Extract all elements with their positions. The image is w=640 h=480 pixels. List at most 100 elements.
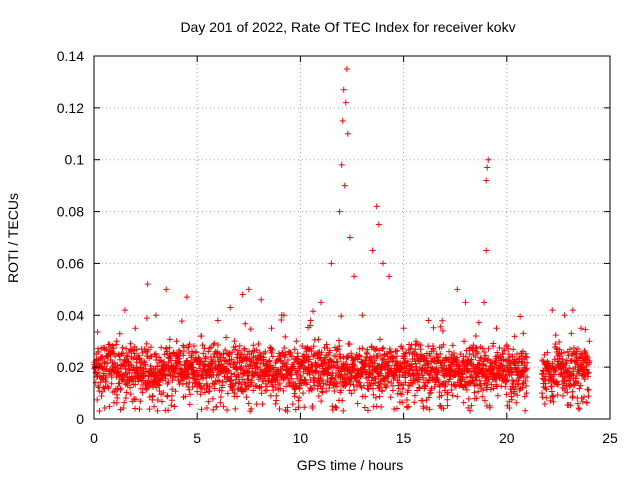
y-tick-label: 0.08 — [57, 204, 84, 220]
data-point — [356, 379, 363, 386]
data-point — [538, 390, 545, 397]
data-point — [236, 342, 243, 349]
data-point — [289, 401, 296, 408]
data-point — [245, 286, 252, 293]
data-point — [119, 350, 126, 357]
data-point — [371, 360, 378, 367]
data-point — [404, 404, 411, 411]
data-point — [198, 371, 205, 378]
data-point — [149, 392, 156, 399]
data-point — [310, 343, 317, 350]
data-point — [407, 345, 414, 352]
grid-lines — [94, 56, 610, 419]
data-point — [519, 380, 526, 387]
data-point — [556, 339, 563, 346]
data-point — [351, 387, 358, 394]
data-point — [436, 389, 443, 396]
data-point — [337, 387, 344, 394]
data-point — [265, 371, 272, 378]
data-point — [267, 392, 274, 399]
data-point — [163, 286, 170, 293]
data-point — [146, 394, 153, 401]
data-point — [248, 379, 255, 386]
data-point — [356, 352, 363, 359]
data-point — [140, 365, 147, 372]
data-point — [484, 380, 491, 387]
data-point — [412, 360, 419, 367]
data-point — [143, 340, 150, 347]
data-point — [406, 341, 413, 348]
data-point — [561, 312, 568, 319]
data-point — [191, 342, 198, 349]
data-point — [136, 355, 143, 362]
data-point — [146, 406, 153, 413]
data-point — [544, 349, 551, 356]
data-point — [286, 380, 293, 387]
data-point — [583, 399, 590, 406]
data-point — [261, 375, 268, 382]
x-tick-label: 5 — [193, 430, 201, 446]
data-point — [487, 386, 494, 393]
data-point — [376, 336, 383, 343]
data-point — [291, 346, 298, 353]
data-point — [543, 394, 550, 401]
data-point — [370, 391, 377, 398]
data-point — [94, 329, 101, 336]
data-point — [550, 393, 557, 400]
data-point — [205, 388, 212, 395]
data-point — [502, 383, 509, 390]
data-point — [250, 342, 257, 349]
data-point — [336, 337, 343, 344]
data-point — [338, 313, 345, 320]
data-point — [392, 348, 399, 355]
data-point — [494, 392, 501, 399]
y-tick-label: 0.04 — [57, 307, 84, 323]
data-point — [461, 338, 468, 345]
data-point — [127, 391, 134, 398]
data-point — [351, 362, 358, 369]
data-point — [472, 333, 479, 340]
data-point — [262, 348, 269, 355]
data-point — [552, 341, 559, 348]
data-point — [468, 402, 475, 409]
data-point — [379, 260, 386, 267]
data-point — [103, 373, 110, 380]
data-point — [422, 383, 429, 390]
data-point — [390, 382, 397, 389]
data-point — [245, 400, 252, 407]
data-point — [297, 372, 304, 379]
data-point — [95, 369, 102, 376]
data-point — [266, 357, 273, 364]
data-point — [425, 394, 432, 401]
data-point — [346, 234, 353, 241]
data-point — [393, 405, 400, 412]
data-point — [425, 361, 432, 368]
data-point — [252, 383, 259, 390]
y-tick-label: 0.1 — [65, 152, 85, 168]
data-point — [113, 341, 120, 348]
data-point — [214, 341, 221, 348]
data-point — [511, 388, 518, 395]
data-point — [231, 338, 238, 345]
data-point — [350, 381, 357, 388]
data-point — [543, 386, 550, 393]
data-point — [567, 402, 574, 409]
data-point — [167, 372, 174, 379]
data-point — [185, 374, 192, 381]
data-point — [419, 372, 426, 379]
data-point — [568, 330, 575, 337]
data-point — [566, 365, 573, 372]
data-point — [518, 359, 525, 366]
data-point — [411, 399, 418, 406]
data-point — [339, 397, 346, 404]
data-point — [147, 344, 154, 351]
data-point — [416, 371, 423, 378]
data-point — [336, 208, 343, 215]
data-point — [354, 400, 361, 407]
data-point — [385, 378, 392, 385]
data-point — [125, 362, 132, 369]
data-point — [206, 384, 213, 391]
data-point — [479, 345, 486, 352]
data-point — [293, 338, 300, 345]
data-point — [168, 402, 175, 409]
